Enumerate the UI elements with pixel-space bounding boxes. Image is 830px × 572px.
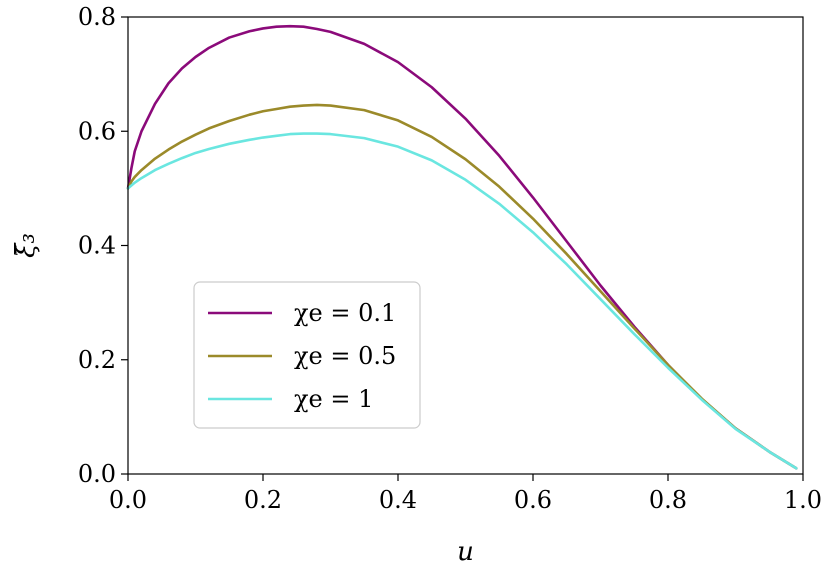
y-tick-label: 0.6 (78, 117, 116, 145)
x-tick-label: 0.0 (109, 486, 147, 514)
legend-label-3: χe = 1 (294, 385, 373, 413)
x-tick-label: 0.4 (379, 486, 417, 514)
y-tick-label: 0.8 (78, 3, 116, 31)
x-axis-label: u (457, 537, 474, 567)
plot-lines (126, 24, 798, 470)
series-line-2 (126, 103, 798, 470)
legend-label-1: χe = 0.1 (294, 299, 396, 327)
x-tick-label: 0.6 (514, 486, 552, 514)
legend-box (193, 281, 421, 429)
x-tick-label: 1.0 (784, 486, 822, 514)
y-tick-label: 0.4 (78, 232, 116, 260)
legend: χe = 0.1 χe = 0.5 χe = 1 (193, 281, 421, 429)
y-tick-label: 0.0 (78, 460, 116, 488)
x-tick-label: 0.2 (244, 486, 282, 514)
series-line-3 (126, 132, 798, 470)
y-axis: 0.0 0.2 0.4 0.6 0.8 (78, 3, 128, 488)
x-tick-label: 0.8 (649, 486, 687, 514)
x-axis: 0.0 0.2 0.4 0.6 0.8 1.0 (109, 474, 822, 514)
legend-label-2: χe = 0.5 (294, 342, 396, 370)
y-tick-label: 0.2 (78, 346, 116, 374)
y-axis-label: ξ̄₃ (11, 233, 41, 258)
